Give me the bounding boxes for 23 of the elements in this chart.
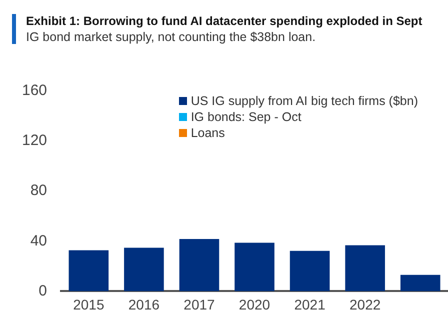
- x-tick-label: 2021: [294, 296, 326, 312]
- y-tick-label: 80: [30, 182, 48, 200]
- bar: [68, 250, 109, 292]
- bar: [400, 274, 440, 292]
- x-tick-label: 2017: [184, 296, 216, 312]
- x-tick-label: 2015: [73, 296, 104, 312]
- bar: [124, 248, 164, 292]
- bar: [179, 239, 220, 292]
- y-tick-label: 0: [38, 282, 48, 300]
- y-tick-label: 40: [30, 232, 48, 250]
- y-tick-label: 160: [22, 82, 48, 100]
- legend-label: Loans: [190, 126, 225, 140]
- bar: [234, 242, 274, 292]
- legend-label: IG bonds: Sep - Oct: [190, 110, 302, 124]
- bar: [290, 250, 330, 292]
- y-tick-label: 120: [22, 132, 48, 150]
- x-tick-label: 2020: [238, 296, 270, 312]
- chart-subtitle: IG bond market supply, not counting the $38bn loan.: [26, 30, 317, 44]
- legend-label: US IG supply from AI big tech firms ($bn): [190, 94, 418, 108]
- x-tick-label: 2022: [350, 296, 381, 312]
- bar: [345, 245, 385, 292]
- chart-title: Exhibit 1: Borrowing to fund AI datacenter spending exploded in Sept: [26, 14, 424, 28]
- x-tick-label: 2016: [128, 296, 160, 312]
